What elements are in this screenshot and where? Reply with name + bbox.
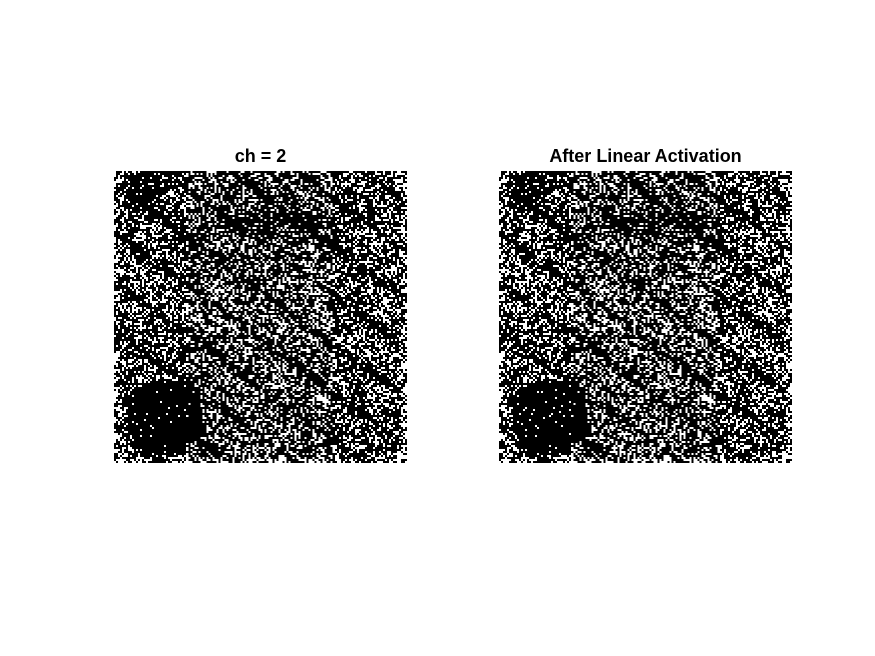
- panel-title: ch = 2: [114, 146, 407, 166]
- binary-feature-map-image: [114, 171, 407, 463]
- figure-panel-channel: ch = 2: [114, 146, 407, 463]
- panel-title: After Linear Activation: [499, 146, 792, 166]
- binary-activation-map-image: [499, 171, 792, 463]
- figure-panel-activation: After Linear Activation: [499, 146, 792, 463]
